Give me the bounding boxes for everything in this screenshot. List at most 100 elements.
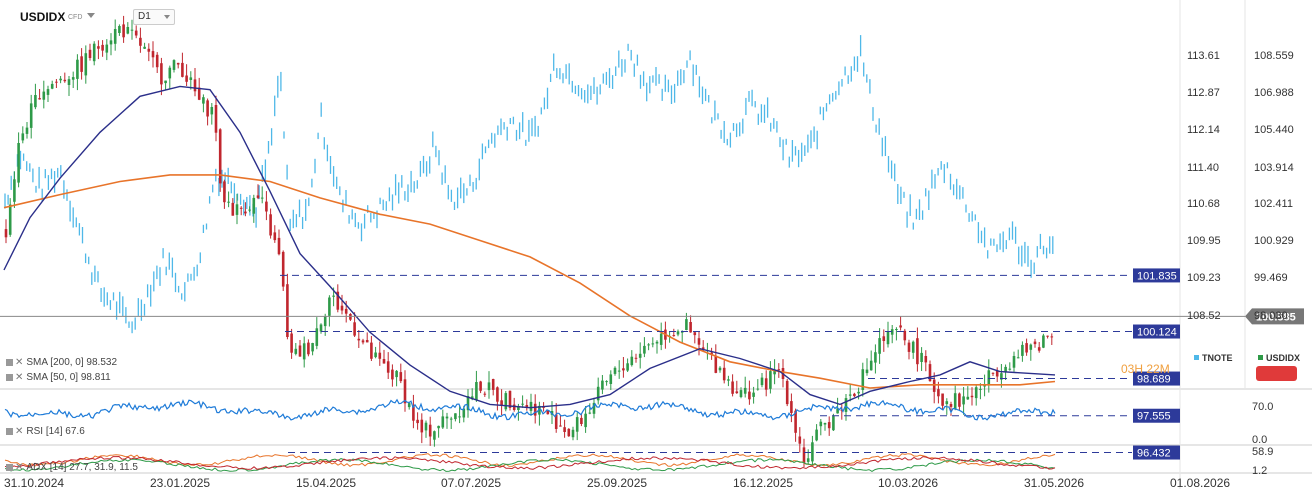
sell-button[interactable] <box>1256 366 1297 381</box>
indicator-settings-icon[interactable] <box>6 374 13 381</box>
candle <box>134 25 138 39</box>
indicator-settings-icon[interactable] <box>6 464 13 471</box>
sma200-line <box>3 174 1056 389</box>
candle-body <box>470 396 474 400</box>
candle <box>806 449 810 465</box>
candle-body <box>424 422 428 431</box>
candle-body <box>575 417 579 432</box>
candle <box>483 391 487 397</box>
candle <box>42 80 46 109</box>
close-icon[interactable]: ✕ <box>15 462 24 473</box>
candle-body <box>176 62 180 65</box>
candle-body <box>433 431 436 440</box>
candle-body <box>714 355 718 373</box>
candle <box>227 191 230 208</box>
candle-body <box>365 340 369 343</box>
candle-body <box>311 343 314 352</box>
indicator-settings-icon[interactable] <box>6 359 13 366</box>
usdidx-color-icon <box>1258 355 1263 360</box>
candle <box>584 406 587 433</box>
candle-body <box>559 425 562 427</box>
candle-body <box>84 53 88 76</box>
indicator-settings-icon[interactable] <box>6 428 13 435</box>
adx-line <box>4 457 1056 472</box>
candle-body <box>1042 335 1045 348</box>
candle-body <box>743 387 747 394</box>
candle-body <box>370 342 373 359</box>
candle <box>311 342 314 356</box>
candle <box>932 372 936 404</box>
candle <box>521 395 524 408</box>
candle-body <box>886 331 890 345</box>
candle-body <box>966 396 970 400</box>
candle-body <box>651 343 655 345</box>
candle <box>17 132 20 188</box>
symbol-name[interactable]: USDIDX <box>20 10 66 24</box>
legend-usdidx[interactable]: USDIDX <box>1258 353 1300 363</box>
candle <box>609 370 613 390</box>
candle <box>92 41 96 66</box>
candle-body <box>521 403 524 405</box>
candle-countdown: 03H 22M <box>1121 362 1170 376</box>
candle-body <box>890 329 894 335</box>
candle <box>370 336 373 361</box>
candle <box>256 184 260 200</box>
sma200-indicator[interactable]: ✕ SMA [200, 0] 98.532 <box>6 357 117 368</box>
candle-body <box>790 401 793 413</box>
close-icon[interactable]: ✕ <box>15 357 24 368</box>
rsi-indicator[interactable]: ✕ RSI [14] 67.6 <box>6 426 85 437</box>
candle <box>449 416 453 429</box>
candle <box>592 397 596 419</box>
candle <box>302 336 306 368</box>
candle-body <box>130 29 134 31</box>
candle-body <box>269 214 272 236</box>
candle-body <box>122 24 125 38</box>
candle <box>466 389 470 418</box>
candle-body <box>403 379 407 404</box>
candle-body <box>97 46 100 49</box>
candle <box>172 59 176 73</box>
candle-body <box>391 369 394 380</box>
candle <box>491 378 495 396</box>
candle-body <box>1012 356 1016 368</box>
candle <box>895 327 898 341</box>
candle-body <box>895 329 898 330</box>
candle <box>655 340 659 354</box>
candle <box>689 315 692 333</box>
candle <box>386 352 390 379</box>
timeframe-select[interactable]: D1 <box>133 9 175 25</box>
candle <box>340 294 344 315</box>
candle-body <box>147 48 151 52</box>
candle <box>714 344 718 374</box>
candle-body <box>937 389 940 397</box>
candle-body <box>105 44 109 53</box>
candle <box>613 366 617 376</box>
candle <box>1008 362 1012 371</box>
candle-body <box>1000 373 1003 380</box>
candle-body <box>882 336 886 341</box>
close-icon[interactable]: ✕ <box>15 426 24 437</box>
sma50-indicator[interactable]: ✕ SMA [50, 0] 98.811 <box>6 372 111 383</box>
usdidx-axis-label: 98.030 <box>1254 310 1288 322</box>
candle <box>416 412 419 430</box>
current-price-tag <box>1245 308 1304 325</box>
candle <box>634 353 638 363</box>
candle <box>1042 333 1045 349</box>
candle-body <box>748 391 751 400</box>
candle-body <box>811 442 814 462</box>
close-icon[interactable]: ✕ <box>15 372 24 383</box>
candle <box>760 373 764 388</box>
time-axis-label: 07.07.2025 <box>441 476 501 490</box>
symbol-dropdown-icon[interactable] <box>87 13 95 18</box>
candle-body <box>659 333 663 345</box>
candle-body <box>1050 336 1054 338</box>
candle <box>962 387 965 415</box>
candle-body <box>962 396 965 405</box>
legend-tnote[interactable]: TNOTE <box>1194 353 1233 363</box>
adx-indicator[interactable]: ✕ ADX [14] 27.7, 31.9, 11.5 <box>6 462 138 473</box>
candle-body <box>609 374 613 384</box>
candle <box>886 321 890 348</box>
candle-body <box>844 398 848 412</box>
candle <box>76 54 79 91</box>
